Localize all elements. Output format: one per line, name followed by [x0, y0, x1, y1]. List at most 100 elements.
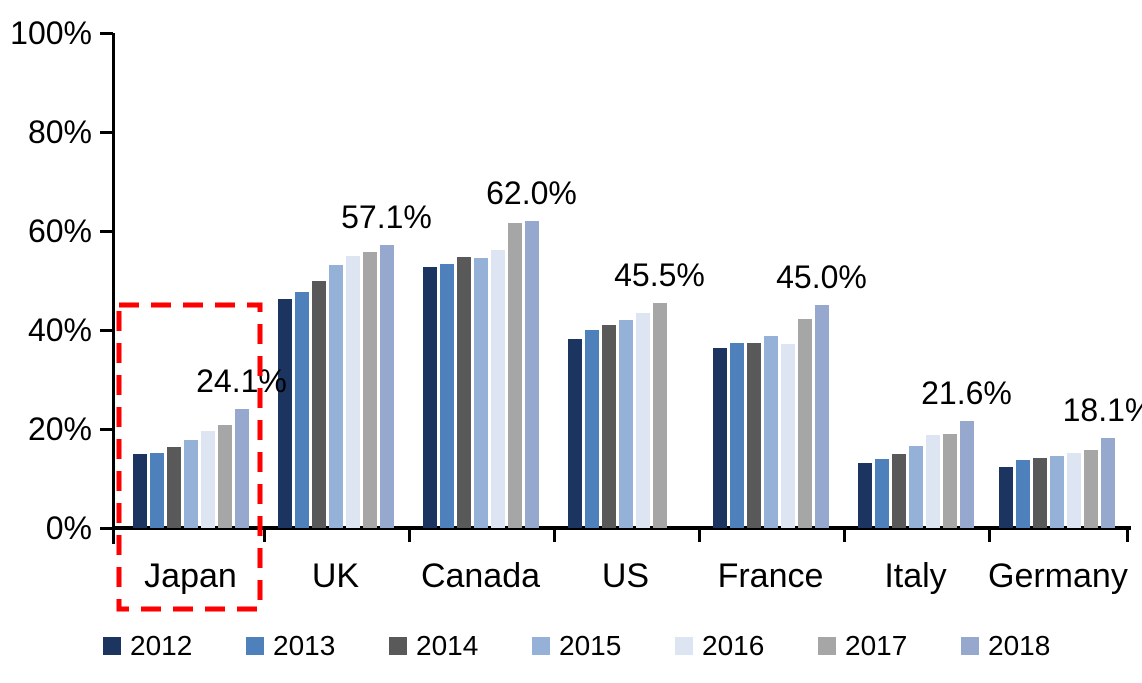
- x-axis-tick-mark: [988, 527, 991, 542]
- legend-item-2015: 2015: [532, 630, 622, 661]
- bar-italy-2018: [959, 421, 974, 528]
- category-label-canada: Canada: [420, 557, 541, 595]
- y-axis-line: [112, 33, 115, 544]
- bar-italy-2017: [942, 433, 957, 528]
- bar-france-2013: [729, 342, 744, 528]
- y-axis-tick-label: 0%: [45, 510, 92, 546]
- bar-france-2012: [712, 347, 727, 528]
- data-label-france: 45.0%: [776, 259, 867, 296]
- legend-item-2012: 2012: [103, 630, 193, 661]
- bar-us-2013: [584, 330, 599, 528]
- bar-canada-2012: [422, 267, 437, 528]
- bar-italy-2014: [891, 454, 906, 528]
- bar-uk-2016: [345, 256, 360, 528]
- legend-item-2016: 2016: [675, 630, 765, 661]
- legend-swatch-2015: [532, 637, 550, 655]
- bar-germany-2017: [1084, 449, 1098, 528]
- bar-japan-2012: [132, 454, 147, 528]
- y-axis-tick-mark: [100, 428, 113, 431]
- bar-japan-2018: [234, 408, 249, 528]
- bar-germany-2016: [1067, 452, 1081, 528]
- legend-swatch-2016: [675, 637, 693, 655]
- data-label-germany: 18.1%: [1062, 392, 1142, 429]
- bar-uk-2013: [294, 291, 309, 528]
- bar-uk-2014: [311, 280, 326, 528]
- bar-france-2014: [746, 342, 761, 528]
- bar-germany-2013: [1016, 460, 1030, 528]
- bar-us-2017: [652, 302, 667, 528]
- category-label-france: France: [717, 557, 824, 595]
- bar-japan-2017: [217, 424, 232, 528]
- bar-france-2015: [763, 335, 778, 528]
- y-axis-tick-mark: [100, 329, 113, 332]
- bar-germany-2012: [999, 467, 1013, 528]
- bar-france-2018: [814, 305, 829, 528]
- y-axis-tick-label: 40%: [27, 312, 92, 348]
- bar-canada-2016: [490, 249, 505, 528]
- bar-japan-2014: [166, 446, 181, 528]
- legend-swatch-2018: [961, 637, 979, 655]
- y-axis-tick-label: 100%: [10, 15, 92, 51]
- data-label-japan: 24.1%: [196, 362, 287, 399]
- x-axis-tick-mark: [1126, 527, 1129, 542]
- y-axis-tick-mark: [100, 32, 113, 35]
- bar-canada-2014: [456, 257, 471, 528]
- bar-uk-2018: [379, 245, 394, 528]
- legend-label-2018: 2018: [988, 630, 1051, 661]
- legend-swatch-2013: [246, 637, 264, 655]
- bar-japan-2016: [200, 431, 215, 528]
- legend-label-2014: 2014: [416, 630, 479, 661]
- bar-uk-2012: [277, 298, 292, 528]
- x-axis-tick-mark: [408, 527, 411, 542]
- bar-italy-2016: [925, 434, 940, 528]
- legend-swatch-2017: [818, 637, 836, 655]
- x-axis-line: [112, 526, 1131, 530]
- y-axis-tick-label: 80%: [27, 114, 92, 150]
- data-label-us: 45.5%: [614, 256, 705, 293]
- x-axis-tick-mark: [698, 527, 701, 542]
- category-label-germany: Germany: [988, 557, 1128, 595]
- category-label-us: US: [601, 557, 650, 595]
- y-axis-tick-mark: [100, 230, 113, 233]
- legend-item-2017: 2017: [818, 630, 908, 661]
- bar-italy-2012: [857, 463, 872, 528]
- bar-france-2017: [797, 319, 812, 528]
- bar-us-2012: [567, 338, 582, 528]
- bar-italy-2013: [874, 459, 889, 528]
- legend-label-2015: 2015: [559, 630, 622, 661]
- legend-item-2014: 2014: [389, 630, 479, 661]
- bar-italy-2015: [908, 445, 923, 528]
- bar-canada-2017: [507, 223, 522, 528]
- bar-uk-2015: [328, 265, 343, 528]
- bar-us-2014: [601, 325, 616, 528]
- data-label-italy: 21.6%: [921, 375, 1012, 412]
- x-axis-tick-mark: [263, 527, 266, 542]
- legend-swatch-2012: [103, 637, 121, 655]
- category-label-uk: UK: [311, 557, 360, 595]
- y-axis-tick-label: 60%: [27, 213, 92, 249]
- legend-swatch-2014: [389, 637, 407, 655]
- bar-canada-2015: [473, 258, 488, 528]
- bar-france-2016: [780, 343, 795, 528]
- bar-germany-2018: [1101, 438, 1115, 528]
- legend-label-2012: 2012: [130, 630, 193, 661]
- legend-label-2016: 2016: [702, 630, 765, 661]
- bar-germany-2014: [1033, 458, 1047, 528]
- category-label-italy: Italy: [884, 557, 947, 595]
- data-label-uk: 57.1%: [341, 199, 432, 236]
- legend-item-2018: 2018: [961, 630, 1051, 661]
- x-axis-tick-mark: [553, 527, 556, 542]
- bar-canada-2013: [439, 264, 454, 528]
- legend-item-2013: 2013: [246, 632, 335, 660]
- bar-us-2016: [635, 313, 650, 528]
- bar-uk-2017: [362, 251, 377, 528]
- bar-japan-2013: [149, 453, 164, 528]
- legend-label-2017: 2017: [845, 630, 908, 661]
- y-axis-tick-mark: [100, 527, 113, 530]
- bar-us-2015: [618, 320, 633, 528]
- x-axis-tick-mark: [843, 527, 846, 542]
- bar-japan-2015: [183, 440, 198, 528]
- data-label-canada: 62.0%: [486, 175, 577, 212]
- category-label-japan: Japan: [144, 557, 237, 595]
